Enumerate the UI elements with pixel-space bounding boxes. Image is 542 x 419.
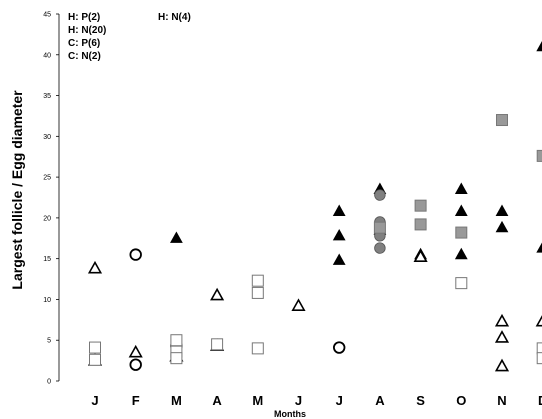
y-tick-label: 20	[43, 215, 51, 222]
open-circle-point	[129, 248, 142, 261]
legend-entry: H: P(2)	[68, 12, 100, 23]
x-tick-label: O	[456, 393, 466, 408]
open-square-point	[170, 334, 183, 347]
x-tick-label: A	[375, 393, 385, 408]
open-square-point	[89, 353, 101, 366]
filled-triangle-point	[454, 247, 468, 260]
x-tick-label: J	[295, 393, 302, 408]
filled-triangle-point	[170, 231, 183, 243]
filled-triangle-point	[332, 253, 346, 265]
open-triangle-point	[535, 315, 542, 327]
open-square-point	[251, 286, 264, 299]
y-tick-label: 45	[43, 12, 51, 19]
open-square-point	[170, 352, 183, 365]
y-tick-label: 25	[43, 175, 51, 182]
filled-triangle-point	[454, 204, 468, 216]
legend: H: P(2) H: N(20) C: P(6) C: N(2) H: N(4)	[68, 12, 191, 62]
legend-entry: H: N(20)	[68, 25, 106, 36]
x-tick-label: J	[91, 393, 98, 408]
filled-triangle-point	[495, 204, 509, 216]
legend-entry: C: P(6)	[68, 38, 100, 49]
open-triangle-point	[494, 358, 510, 372]
open-square-point	[536, 342, 542, 355]
y-tick-label: 30	[43, 134, 51, 141]
x-axis-title: Months	[274, 409, 306, 419]
filled-triangle-point	[536, 242, 542, 253]
filled-square-point	[536, 149, 542, 162]
y-tick-label: 40	[43, 52, 51, 59]
filled-triangle-point	[454, 182, 468, 194]
legend-entry: H: N(4)	[158, 12, 191, 23]
data-points	[87, 41, 542, 372]
x-tick-label: D	[538, 393, 542, 408]
open-square-point	[89, 341, 101, 354]
filled-square-point	[414, 199, 427, 212]
open-triangle-point	[494, 330, 510, 343]
x-tick-label: M	[171, 393, 182, 408]
x-tick-label: N	[497, 393, 506, 408]
filled-triangle-point	[332, 229, 346, 241]
filled-circle-point	[374, 189, 386, 201]
filled-circle-point	[374, 242, 386, 254]
x-tick-label: M	[252, 393, 263, 408]
x-tick-label: J	[336, 393, 343, 408]
legend-entry: C: N(2)	[68, 51, 101, 62]
filled-square-point	[496, 114, 508, 127]
filled-triangle-point	[536, 41, 542, 52]
open-triangle-point	[87, 260, 103, 274]
y-tick-label: 5	[47, 338, 51, 345]
x-tick-label: F	[132, 393, 140, 408]
open-triangle-point	[291, 298, 306, 311]
open-triangle-point	[494, 313, 510, 327]
open-circle-point	[129, 358, 142, 371]
open-triangle-point	[128, 344, 143, 358]
open-circle-point	[333, 341, 346, 354]
x-tick-label: S	[416, 393, 425, 408]
filled-square-point	[373, 221, 386, 234]
filled-triangle-point	[332, 204, 346, 216]
filled-square-point	[455, 226, 468, 239]
open-square-point	[455, 277, 468, 290]
y-tick-label: 35	[43, 93, 51, 100]
y-tick-label: 10	[43, 297, 51, 304]
filled-square-point	[414, 218, 427, 231]
open-triangle-point	[210, 287, 225, 301]
y-tick-label: 15	[43, 256, 51, 263]
x-axis: JFMAMJJASOND	[91, 393, 542, 408]
open-square-point	[536, 352, 542, 365]
open-square-point	[211, 338, 224, 351]
open-triangle-point	[413, 249, 428, 263]
filled-triangle-point	[495, 220, 509, 233]
y-axis-title: Largest follicle / Egg diameter	[9, 90, 25, 290]
y-tick-label: 0	[47, 379, 51, 386]
y-axis: 0 5 10 15 20 25 30 35 40 45	[43, 12, 60, 386]
open-square-point	[251, 342, 264, 355]
open-square-point	[251, 274, 264, 287]
x-tick-label: A	[212, 393, 222, 408]
